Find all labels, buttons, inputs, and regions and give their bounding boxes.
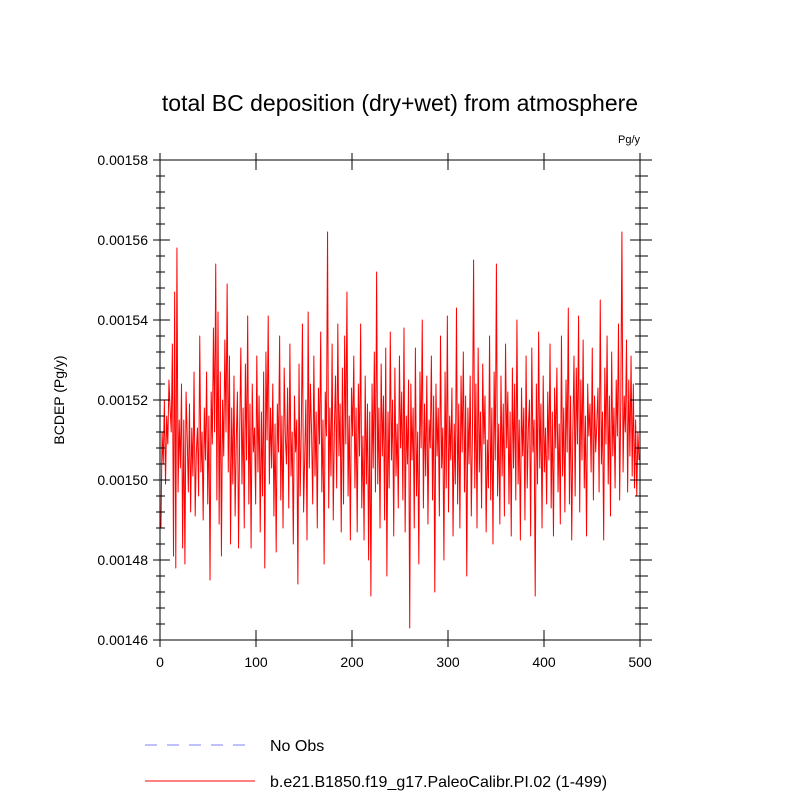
x-tick-label: 100 [244, 654, 268, 670]
y-axis-title: BCDEP (Pg/y) [51, 355, 67, 444]
legend-label-1: b.e21.B1850.f19_g17.PaleoCalibr.PI.02 (1… [270, 774, 607, 791]
y-tick-label: 0.00156 [97, 232, 148, 248]
x-tick-label: 400 [532, 654, 556, 670]
legend: No Obs b.e21.B1850.f19_g17.PaleoCalibr.PI… [145, 738, 607, 791]
x-tick-label: 500 [628, 654, 652, 670]
y-tick-label: 0.00154 [97, 312, 148, 328]
series-line-1 [160, 231, 640, 629]
axes: 0 100 200 300 400 500 0.00146 0.00148 0.00150 0.0… [51, 152, 652, 670]
x-tick-label: 0 [156, 654, 164, 670]
plot-area [160, 231, 640, 629]
legend-label-0: No Obs [270, 738, 324, 755]
x-tick-label: 200 [340, 654, 364, 670]
y-tick-label: 0.00152 [97, 392, 148, 408]
x-tick-label: 300 [436, 654, 460, 670]
units-label: Pg/y [618, 134, 641, 146]
y-tick-label: 0.00148 [97, 552, 148, 568]
chart-title: total BC deposition (dry+wet) from atmos… [162, 90, 638, 116]
y-tick-label: 0.00158 [97, 152, 148, 168]
y-tick-label: 0.00146 [97, 632, 148, 648]
y-tick-label: 0.00150 [97, 472, 148, 488]
